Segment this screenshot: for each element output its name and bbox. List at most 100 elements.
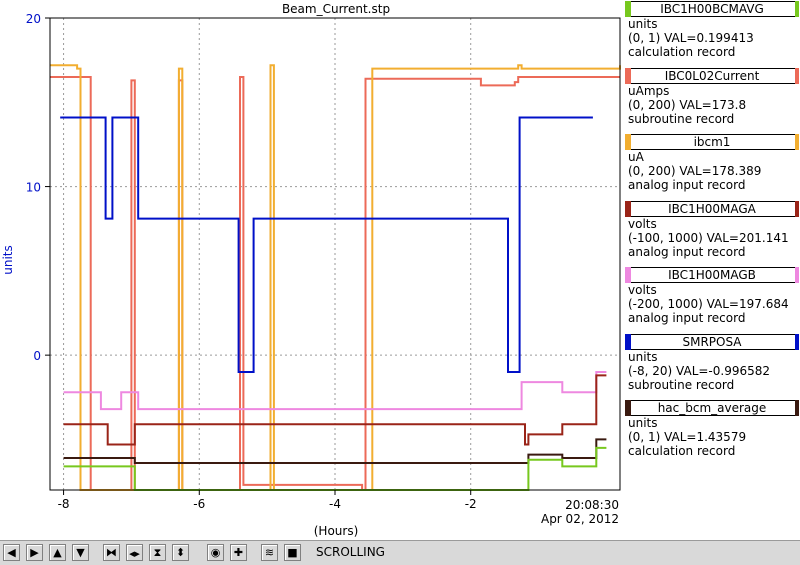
legend-entry[interactable]: SMRPOSA units (-8, 20) VAL=-0.996582 subrou… (624, 333, 800, 392)
legend-color-swatch (795, 200, 799, 217)
x-axis-label: (Hours) (314, 524, 359, 538)
scroll-left-button[interactable]: ◀ (3, 544, 20, 561)
arrow-right-icon: ▶ (30, 546, 39, 559)
legend-color-swatch (795, 333, 799, 350)
zoom-in-x-button[interactable]: ⧓ (103, 544, 120, 561)
legend-entry[interactable]: hac_bcm_average units (0, 1) VAL=1.43579 ca… (624, 400, 800, 458)
zoom-in-y-icon: ⧗ (153, 546, 162, 559)
legend-record: subroutine record (628, 111, 735, 126)
legend-name-text: IBC1H00MAGA (668, 201, 756, 216)
series-line-SMRPOSA (60, 116, 593, 373)
legend-color-swatch (625, 134, 631, 150)
legend-color-swatch (625, 333, 631, 350)
legend-range: (0, 1) VAL=1.43579 (628, 430, 747, 444)
legend-entry[interactable]: IBC1H00MAGA volts (-100, 1000) VAL=201.141… (624, 200, 800, 259)
series-line-IBC1H00MAGA (63, 374, 607, 446)
zoom-in-x-icon: ⧓ (106, 546, 117, 559)
legend-record: analog input record (628, 311, 746, 325)
legend-units: uA (628, 150, 644, 164)
legend-color-swatch (625, 200, 631, 217)
legend-range: (-8, 20) VAL=-0.996582 (628, 363, 771, 378)
series-line-IBC1H00BCMAVG (63, 446, 607, 491)
legend-units: uAmps (628, 83, 670, 98)
end-date-label: Apr 02, 2012 (541, 512, 619, 526)
legend-color-swatch (795, 67, 799, 84)
legend-entry-name[interactable]: SMRPOSA (625, 333, 799, 350)
zoom-out-y-icon: ⬍ (175, 546, 186, 559)
y-axis-label: units (1, 245, 15, 275)
y-tick-label: 0 (33, 349, 41, 363)
arrow-left-icon: ◀ (7, 546, 16, 559)
legend-color-swatch (625, 267, 631, 283)
series-line-IBC0L02Current (50, 76, 620, 491)
stop-icon: ■ (287, 546, 298, 559)
plot-area[interactable]: -8 -6 -4 -2 20 10 0 Beam_Current.stp units (Ho… (0, 0, 622, 540)
x-tick-label: -8 (58, 497, 70, 511)
legend-entry-name[interactable]: ibcm1 (625, 134, 799, 150)
series-line-IBC1H00MAGB (63, 371, 607, 411)
legend-range: (0, 200) VAL=173.8 (628, 97, 747, 112)
stop-button[interactable]: ■ (284, 544, 301, 561)
center-button[interactable]: ✚ (230, 544, 247, 561)
legend-name-text: IBC0L02Current (664, 68, 760, 83)
legend-name-text: IBC1H00MAGB (668, 268, 756, 282)
plot-grid (50, 18, 620, 490)
legend-color-swatch (795, 267, 799, 283)
legend-name-text: SMRPOSA (682, 334, 742, 349)
legend-name-text: hac_bcm_average (657, 401, 767, 415)
zoom-out-x-button[interactable]: ◀▶ (126, 544, 143, 561)
crosshair-icon: ✚ (233, 546, 244, 559)
legend-entry-name[interactable]: IBC1H00MAGA (625, 200, 799, 217)
end-time-label: 20:08:30 (565, 498, 619, 512)
legend-entry[interactable]: ibcm1 uA (0, 200) VAL=178.389 analog input … (624, 134, 800, 192)
scroll-down-button[interactable]: ▼ (72, 544, 89, 561)
scroll-up-button[interactable]: ▲ (49, 544, 66, 561)
legend-record: subroutine record (628, 377, 735, 392)
legend-units: units (628, 349, 658, 364)
legend-record: calculation record (628, 45, 736, 59)
legend-range: (0, 200) VAL=178.389 (628, 164, 762, 178)
legend-panel: IBC1H00BCMAVG units (0, 1) VAL=0.199413 cal… (622, 0, 800, 540)
legend-entry-name[interactable]: IBC1H00MAGB (625, 267, 799, 283)
plot-series (50, 64, 621, 491)
arrow-down-icon: ▼ (76, 546, 85, 559)
zoom-in-y-button[interactable]: ⧗ (149, 544, 166, 561)
waveform-icon: ≋ (264, 546, 275, 559)
legend-entry[interactable]: IBC1H00BCMAVG units (0, 1) VAL=0.199413 cal… (624, 1, 800, 59)
legend-entry-name[interactable]: IBC1H00BCMAVG (625, 1, 799, 17)
legend-color-swatch (795, 134, 799, 150)
legend-name-text: ibcm1 (693, 135, 731, 149)
series-line-ibcm1 (50, 64, 621, 491)
legend-units: units (628, 17, 658, 31)
x-tick-label: -6 (193, 497, 205, 511)
y-tick-label: 10 (26, 181, 41, 195)
legend-name-text: IBC1H00BCMAVG (660, 2, 764, 16)
legend-units: volts (628, 283, 657, 297)
y-tick-label: 20 (26, 12, 41, 26)
toolbar: ◀ ▶ ▲ ▼ ⧓ ◀▶ ⧗ ⬍ ◉ ✚ ≋ ■ (0, 540, 800, 565)
legend-color-swatch (795, 1, 799, 17)
legend-entry-name[interactable]: hac_bcm_average (625, 400, 799, 416)
x-tick-label: -4 (329, 497, 341, 511)
legend-range: (-200, 1000) VAL=197.684 (628, 297, 789, 311)
axis-ticks: -8 -6 -4 -2 20 10 0 (26, 12, 477, 511)
scroll-right-button[interactable]: ▶ (26, 544, 43, 561)
zoom-out-y-button[interactable]: ⬍ (172, 544, 189, 561)
scroll-mode-button[interactable]: ≋ (261, 544, 278, 561)
scroll-status-label: SCROLLING (316, 545, 385, 559)
legend-range: (0, 1) VAL=0.199413 (628, 31, 754, 45)
autoscale-button[interactable]: ◉ (207, 544, 224, 561)
legend-units: units (628, 416, 658, 430)
zoom-out-x-icon: ◀▶ (129, 550, 140, 558)
target-icon: ◉ (210, 546, 221, 559)
legend-entry-name[interactable]: IBC0L02Current (625, 67, 799, 84)
legend-record: analog input record (628, 244, 746, 259)
legend-entry[interactable]: IBC1H00MAGB volts (-200, 1000) VAL=197.684… (624, 267, 800, 325)
legend-color-swatch (625, 400, 631, 416)
legend-color-swatch (625, 67, 631, 84)
legend-range: (-100, 1000) VAL=201.141 (628, 230, 789, 245)
legend-entry[interactable]: IBC0L02Current uAmps (0, 200) VAL=173.8 sub… (624, 67, 800, 126)
arrow-up-icon: ▲ (53, 546, 62, 559)
legend-color-swatch (625, 1, 631, 17)
legend-color-swatch (795, 400, 799, 416)
